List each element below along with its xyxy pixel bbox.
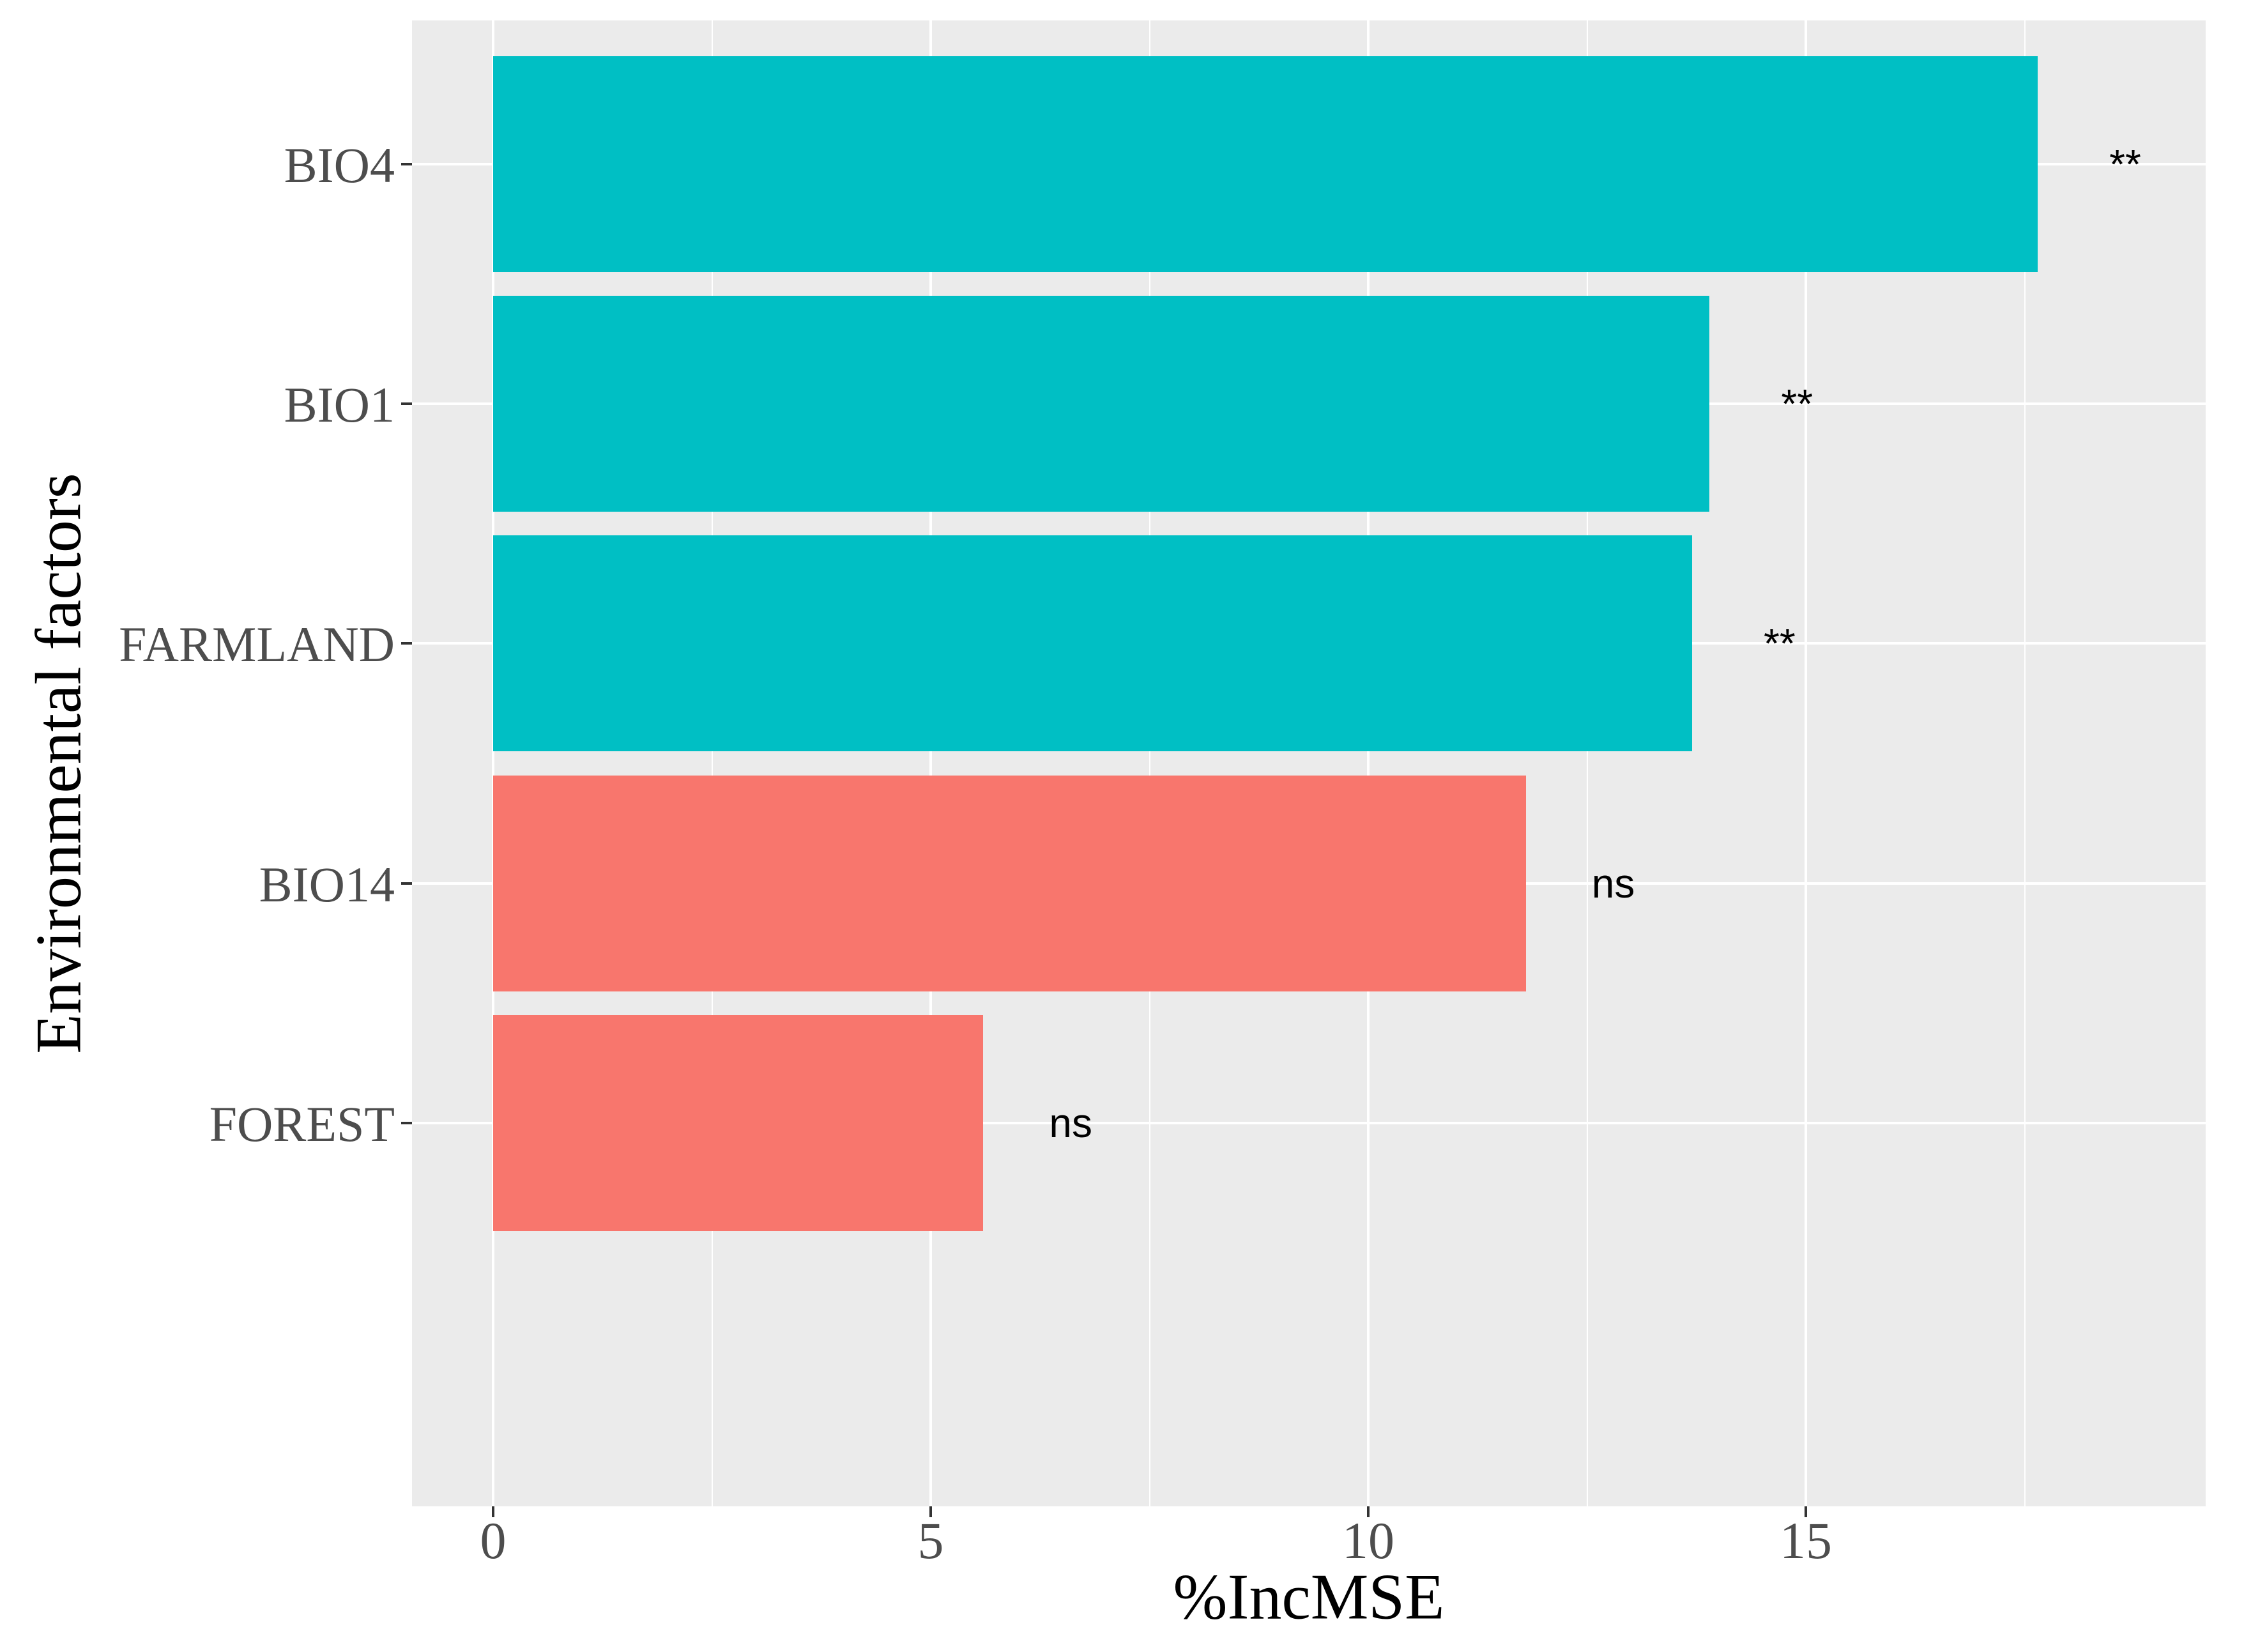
bar-forest bbox=[493, 1014, 984, 1231]
x-major-gridline bbox=[492, 20, 494, 1506]
x-minor-gridline bbox=[2024, 20, 2026, 1506]
y-tick-mark bbox=[401, 402, 412, 406]
x-major-gridline bbox=[1805, 20, 1807, 1506]
x-tick-label: 15 bbox=[1780, 1511, 1832, 1570]
x-major-gridline bbox=[929, 20, 932, 1506]
y-axis-title: Environmental factors bbox=[22, 473, 95, 1054]
significance-label: ** bbox=[2109, 141, 2141, 188]
plot-panel: ** ** ** ns ns bbox=[412, 20, 2206, 1506]
significance-label: ** bbox=[1763, 620, 1796, 667]
significance-label: ns bbox=[1049, 1099, 1092, 1146]
y-tick-mark bbox=[401, 1121, 412, 1124]
y-tick-mark bbox=[401, 163, 412, 166]
y-tick-label-farmland: FARMLAND bbox=[119, 616, 395, 673]
bar-bio14 bbox=[493, 775, 1526, 991]
significance-label: ns bbox=[1591, 860, 1635, 906]
y-tick-label-bio14: BIO14 bbox=[259, 856, 395, 912]
y-tick-mark bbox=[401, 882, 412, 885]
x-minor-gridline bbox=[711, 20, 713, 1506]
x-minor-gridline bbox=[1586, 20, 1588, 1506]
bar-bio1 bbox=[493, 296, 1710, 512]
x-tick-mark bbox=[492, 1506, 494, 1517]
y-tick-mark bbox=[401, 642, 412, 645]
y-tick-label-bio1: BIO1 bbox=[284, 377, 395, 433]
bar-bio4 bbox=[493, 56, 2038, 273]
y-tick-label-bio4: BIO4 bbox=[284, 137, 395, 194]
y-major-gridline bbox=[412, 1121, 2206, 1124]
significance-label: ** bbox=[1781, 381, 1813, 427]
x-tick-label: 0 bbox=[480, 1511, 507, 1570]
x-tick-mark bbox=[1367, 1506, 1370, 1517]
x-tick-label: 5 bbox=[917, 1511, 944, 1570]
bar-farmland bbox=[493, 535, 1692, 752]
x-axis-title: %IncMSE bbox=[1173, 1561, 1445, 1633]
x-major-gridline bbox=[1367, 20, 1370, 1506]
x-tick-mark bbox=[929, 1506, 932, 1517]
y-tick-label-forest: FOREST bbox=[209, 1096, 395, 1152]
x-tick-mark bbox=[1805, 1506, 1807, 1517]
x-minor-gridline bbox=[1149, 20, 1150, 1506]
x-tick-label: 10 bbox=[1342, 1511, 1394, 1570]
